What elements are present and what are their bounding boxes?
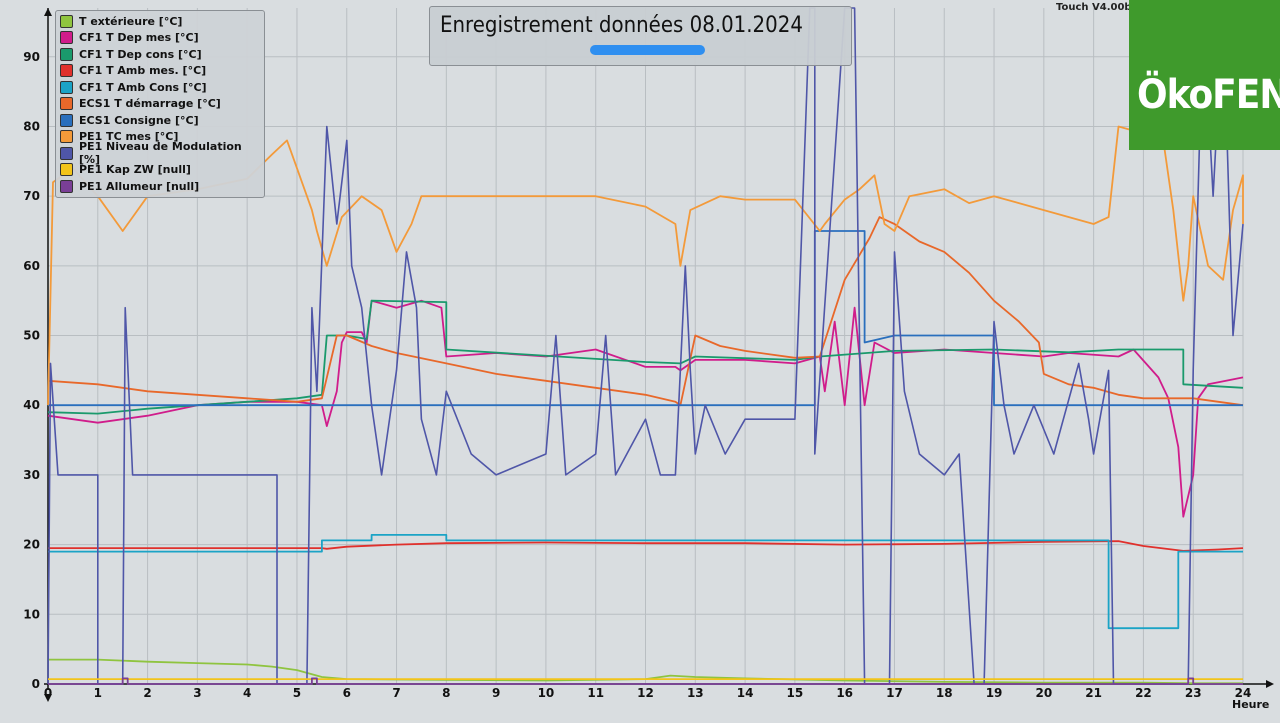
- legend-label: CF1 T Amb mes. [°C]: [79, 64, 207, 78]
- series-line: [48, 677, 1243, 685]
- legend-swatch: [60, 47, 73, 61]
- version-label: Touch V4.00b: [1056, 2, 1132, 13]
- y-tick-label: 90: [23, 50, 40, 64]
- x-tick-label: 10: [538, 686, 555, 700]
- y-tick-label: 60: [23, 259, 40, 273]
- y-tick-label: 20: [23, 538, 40, 552]
- legend-swatch: [60, 179, 73, 193]
- y-tick-label: 30: [23, 468, 40, 482]
- x-tick-label: 9: [492, 686, 500, 700]
- chart-title-box: Enregistrement données 08.01.2024: [429, 6, 852, 66]
- series-line: [47, 299, 1244, 415]
- legend-item[interactable]: T extérieure [°C]: [60, 13, 260, 30]
- legend-item[interactable]: CF1 T Amb Cons [°C]: [60, 79, 260, 96]
- legend-item[interactable]: ECS1 T démarrage [°C]: [60, 96, 260, 113]
- y-axis-arrow: [44, 8, 52, 16]
- x-tick-label: 17: [886, 686, 903, 700]
- legend-label: ECS1 T démarrage [°C]: [79, 97, 221, 111]
- legend-label: CF1 T Dep mes [°C]: [79, 31, 199, 45]
- legend-item[interactable]: ECS1 Consigne [°C]: [60, 112, 260, 129]
- legend-item[interactable]: PE1 Kap ZW [null]: [60, 162, 260, 179]
- x-tick-label: 5: [293, 686, 301, 700]
- x-tick-label: 1: [94, 686, 102, 700]
- x-tick-label: 14: [737, 686, 754, 700]
- x-tick-label: 23: [1185, 686, 1202, 700]
- x-tick-label: 18: [936, 686, 953, 700]
- brand-logo: ÖkoFEN: [1129, 0, 1280, 150]
- legend-label: PE1 Niveau de Modulation [%]: [79, 140, 242, 167]
- series-line: [48, 540, 1244, 552]
- legend-item[interactable]: PE1 Allumeur [null]: [60, 178, 260, 195]
- legend-label: CF1 T Dep cons [°C]: [79, 47, 202, 61]
- x-tick-label: 19: [986, 686, 1003, 700]
- y-axis-arrow-bottom: [44, 694, 52, 702]
- legend-label: PE1 Kap ZW [null]: [79, 163, 191, 177]
- x-tick-label: 7: [392, 686, 400, 700]
- x-tick-label: 13: [687, 686, 704, 700]
- legend-swatch: [60, 163, 73, 177]
- legend-label: PE1 TC mes [°C]: [79, 130, 179, 144]
- legend-item[interactable]: CF1 T Dep cons [°C]: [60, 46, 260, 63]
- series-line: [48, 534, 1243, 630]
- series-line: [47, 216, 1244, 407]
- x-tick-label: 2: [143, 686, 151, 700]
- x-tick-label: 0: [44, 686, 52, 700]
- logo-text: ÖkoFEN: [1137, 72, 1280, 118]
- chart-title: Enregistrement données 08.01.2024: [440, 13, 803, 38]
- x-tick-label: 24: [1235, 686, 1252, 700]
- legend-label: CF1 T Amb Cons [°C]: [79, 80, 207, 94]
- series-line: [48, 658, 1243, 685]
- legend-item[interactable]: CF1 T Dep mes [°C]: [60, 30, 260, 47]
- legend-swatch: [60, 14, 73, 28]
- y-tick-label: 50: [23, 329, 40, 343]
- x-tick-label: 6: [343, 686, 351, 700]
- x-tick-label: 15: [787, 686, 804, 700]
- legend-label: PE1 Allumeur [null]: [79, 179, 200, 193]
- redacted-subtitle: [590, 45, 705, 55]
- x-tick-label: 8: [442, 686, 450, 700]
- legend-swatch: [60, 80, 73, 94]
- legend-label: T extérieure [°C]: [79, 14, 183, 28]
- y-tick-label: 0: [32, 677, 40, 691]
- y-tick-label: 40: [23, 398, 40, 412]
- legend-swatch: [60, 31, 73, 45]
- x-axis-label: Heure: [1232, 698, 1270, 711]
- x-tick-label: 20: [1035, 686, 1052, 700]
- legend-swatch: [60, 64, 73, 78]
- legend-swatch: [60, 97, 73, 111]
- legend-label: ECS1 Consigne [°C]: [79, 113, 199, 127]
- x-tick-label: 12: [637, 686, 654, 700]
- legend-item[interactable]: PE1 TC mes [°C]: [60, 129, 260, 146]
- x-tick-label: 4: [243, 686, 251, 700]
- y-tick-label: 10: [23, 607, 40, 621]
- legend-item[interactable]: CF1 T Amb mes. [°C]: [60, 63, 260, 80]
- y-tick-label: 80: [23, 119, 40, 133]
- x-tick-label: 21: [1085, 686, 1102, 700]
- y-tick-label: 70: [23, 189, 40, 203]
- legend-item[interactable]: PE1 Niveau de Modulation [%]: [60, 140, 260, 166]
- x-tick-label: 16: [836, 686, 853, 700]
- x-tick-label: 3: [193, 686, 201, 700]
- legend-swatch: [60, 130, 73, 144]
- legend-swatch: [60, 146, 73, 160]
- legend: T extérieure [°C] CF1 T Dep mes [°C] CF1 T…: [55, 10, 265, 198]
- series-line: [47, 7, 1244, 685]
- x-axis-arrow: [1266, 680, 1274, 688]
- legend-swatch: [60, 113, 73, 127]
- x-tick-label: 11: [587, 686, 604, 700]
- x-tick-label: 22: [1135, 686, 1152, 700]
